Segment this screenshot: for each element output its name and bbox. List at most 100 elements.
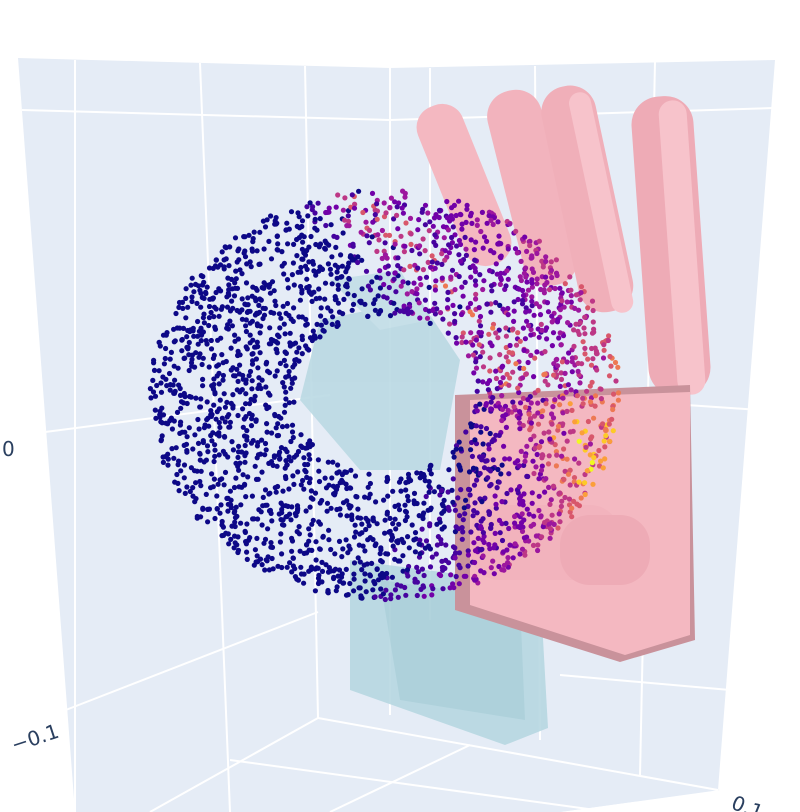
point xyxy=(540,453,546,459)
point xyxy=(537,444,543,450)
point xyxy=(255,516,261,522)
point xyxy=(226,541,232,547)
point xyxy=(251,398,257,404)
point xyxy=(350,241,356,247)
point xyxy=(226,424,232,430)
point xyxy=(222,469,229,475)
point xyxy=(148,395,154,401)
point xyxy=(234,513,240,519)
point xyxy=(365,518,371,525)
point xyxy=(313,296,319,302)
point xyxy=(544,300,551,306)
point xyxy=(317,546,323,552)
point xyxy=(524,473,530,479)
point xyxy=(486,541,492,548)
point xyxy=(534,250,540,257)
point xyxy=(333,244,339,250)
point xyxy=(284,423,290,429)
point xyxy=(260,494,266,500)
point xyxy=(521,270,528,276)
point xyxy=(372,297,378,303)
point xyxy=(395,594,401,600)
point xyxy=(337,506,343,512)
point xyxy=(249,361,256,367)
point xyxy=(455,495,461,501)
point xyxy=(254,339,260,345)
point xyxy=(220,532,227,539)
point xyxy=(221,264,227,270)
point xyxy=(592,393,599,399)
point xyxy=(550,330,557,336)
point xyxy=(284,462,290,468)
point xyxy=(587,383,593,389)
point xyxy=(147,386,153,392)
point xyxy=(188,465,194,471)
point xyxy=(301,486,307,492)
point xyxy=(468,447,474,453)
point xyxy=(289,272,295,278)
point xyxy=(534,276,540,282)
point xyxy=(472,577,478,583)
point xyxy=(400,553,406,559)
point xyxy=(420,583,426,589)
point xyxy=(237,460,243,466)
point xyxy=(310,258,316,265)
point xyxy=(501,443,507,449)
point xyxy=(313,557,319,563)
point xyxy=(193,480,199,486)
point xyxy=(382,240,388,246)
point xyxy=(381,200,387,206)
point xyxy=(274,368,280,374)
point xyxy=(445,330,451,336)
point xyxy=(442,257,448,263)
point xyxy=(489,288,495,294)
point xyxy=(486,442,492,448)
point xyxy=(229,298,235,304)
point xyxy=(552,397,558,403)
point xyxy=(249,493,255,499)
point xyxy=(417,475,423,481)
point xyxy=(322,280,329,286)
point xyxy=(298,264,304,271)
point xyxy=(224,325,230,331)
point xyxy=(392,310,398,316)
point xyxy=(394,582,400,588)
point xyxy=(224,304,231,310)
point xyxy=(513,228,519,234)
point xyxy=(534,281,540,287)
point xyxy=(456,252,462,258)
point xyxy=(259,377,265,383)
point xyxy=(233,460,239,466)
point xyxy=(558,370,564,376)
point xyxy=(480,286,486,293)
point xyxy=(256,261,262,267)
point xyxy=(536,493,542,499)
point xyxy=(544,279,550,286)
point xyxy=(273,425,279,431)
point xyxy=(603,433,609,439)
point xyxy=(553,257,560,263)
point xyxy=(269,430,275,436)
point xyxy=(438,572,444,579)
point xyxy=(363,219,369,225)
point xyxy=(468,237,474,243)
point xyxy=(193,395,199,401)
point xyxy=(460,517,466,523)
point xyxy=(237,309,243,315)
point xyxy=(487,468,494,474)
point xyxy=(253,285,259,292)
point xyxy=(360,543,366,549)
point xyxy=(429,554,435,560)
point xyxy=(493,300,499,306)
point xyxy=(361,562,367,568)
point xyxy=(488,525,494,531)
point xyxy=(329,475,335,481)
point xyxy=(210,430,216,436)
point xyxy=(535,547,541,554)
point xyxy=(446,250,452,256)
point xyxy=(280,488,286,494)
point xyxy=(525,323,532,329)
point xyxy=(374,521,380,527)
point xyxy=(490,221,496,228)
